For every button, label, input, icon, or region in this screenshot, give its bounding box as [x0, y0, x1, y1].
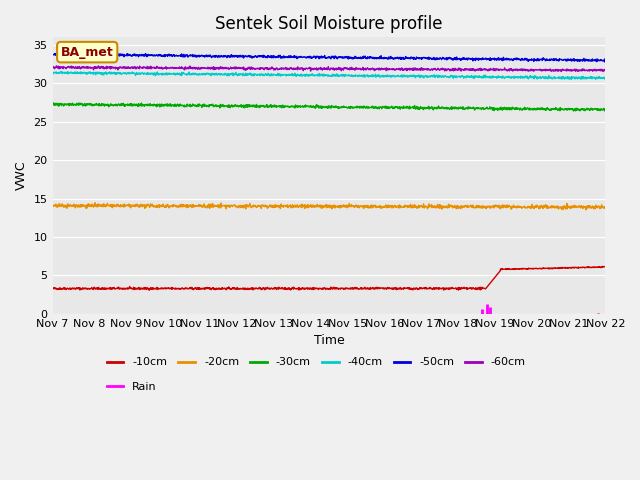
-60cm — [284, 65, 291, 71]
Line: -60cm: -60cm — [52, 66, 605, 72]
-20cm — [115, 202, 122, 208]
Title: Sentek Soil Moisture profile: Sentek Soil Moisture profile — [215, 15, 443, 33]
-60cm — [115, 65, 122, 71]
-10cm — [114, 285, 122, 290]
-60cm — [602, 67, 609, 73]
-40cm — [602, 76, 609, 82]
Y-axis label: VWC: VWC — [15, 161, 28, 191]
-30cm — [284, 103, 291, 109]
-60cm — [305, 65, 313, 71]
-30cm — [92, 102, 100, 108]
-20cm — [602, 204, 609, 210]
-30cm — [305, 104, 313, 110]
-20cm — [364, 203, 371, 208]
-10cm — [364, 285, 371, 291]
-40cm — [364, 73, 371, 79]
-40cm — [115, 70, 122, 76]
-50cm — [284, 55, 291, 60]
Line: -10cm: -10cm — [52, 266, 605, 290]
-20cm — [284, 202, 291, 208]
Line: -30cm: -30cm — [52, 103, 605, 111]
Line: -50cm: -50cm — [52, 53, 605, 62]
-40cm — [295, 72, 303, 78]
-30cm — [50, 100, 58, 106]
-20cm — [92, 204, 100, 209]
-40cm — [305, 72, 313, 78]
-10cm — [598, 264, 606, 269]
-50cm — [364, 55, 371, 60]
-60cm — [295, 66, 303, 72]
-20cm — [582, 207, 590, 213]
Text: BA_met: BA_met — [61, 46, 113, 59]
-40cm — [49, 71, 56, 76]
-40cm — [92, 72, 100, 78]
-50cm — [92, 52, 100, 58]
-40cm — [57, 69, 65, 74]
-10cm — [145, 288, 153, 293]
-10cm — [284, 286, 291, 291]
-50cm — [295, 54, 303, 60]
-10cm — [92, 286, 99, 291]
-50cm — [49, 52, 56, 58]
-50cm — [601, 59, 609, 65]
-60cm — [364, 65, 371, 71]
-60cm — [49, 63, 56, 69]
-30cm — [601, 108, 609, 114]
Line: -40cm: -40cm — [52, 72, 605, 80]
-30cm — [115, 101, 122, 107]
-10cm — [602, 264, 609, 270]
Legend: Rain: Rain — [102, 378, 161, 397]
-60cm — [52, 63, 60, 69]
-10cm — [305, 286, 313, 291]
-30cm — [364, 105, 371, 110]
-20cm — [49, 202, 56, 208]
-60cm — [599, 69, 607, 74]
-30cm — [295, 104, 303, 109]
-50cm — [602, 58, 609, 63]
-50cm — [57, 50, 65, 56]
X-axis label: Time: Time — [314, 334, 344, 348]
-40cm — [284, 72, 291, 77]
-50cm — [115, 51, 122, 57]
-20cm — [305, 204, 313, 210]
-50cm — [305, 55, 313, 60]
-60cm — [92, 64, 100, 70]
-30cm — [49, 103, 56, 108]
-30cm — [602, 108, 609, 113]
Line: -20cm: -20cm — [52, 203, 605, 210]
-10cm — [49, 286, 56, 291]
-20cm — [91, 200, 99, 205]
-20cm — [295, 204, 303, 209]
-10cm — [295, 287, 303, 293]
-40cm — [568, 77, 575, 83]
